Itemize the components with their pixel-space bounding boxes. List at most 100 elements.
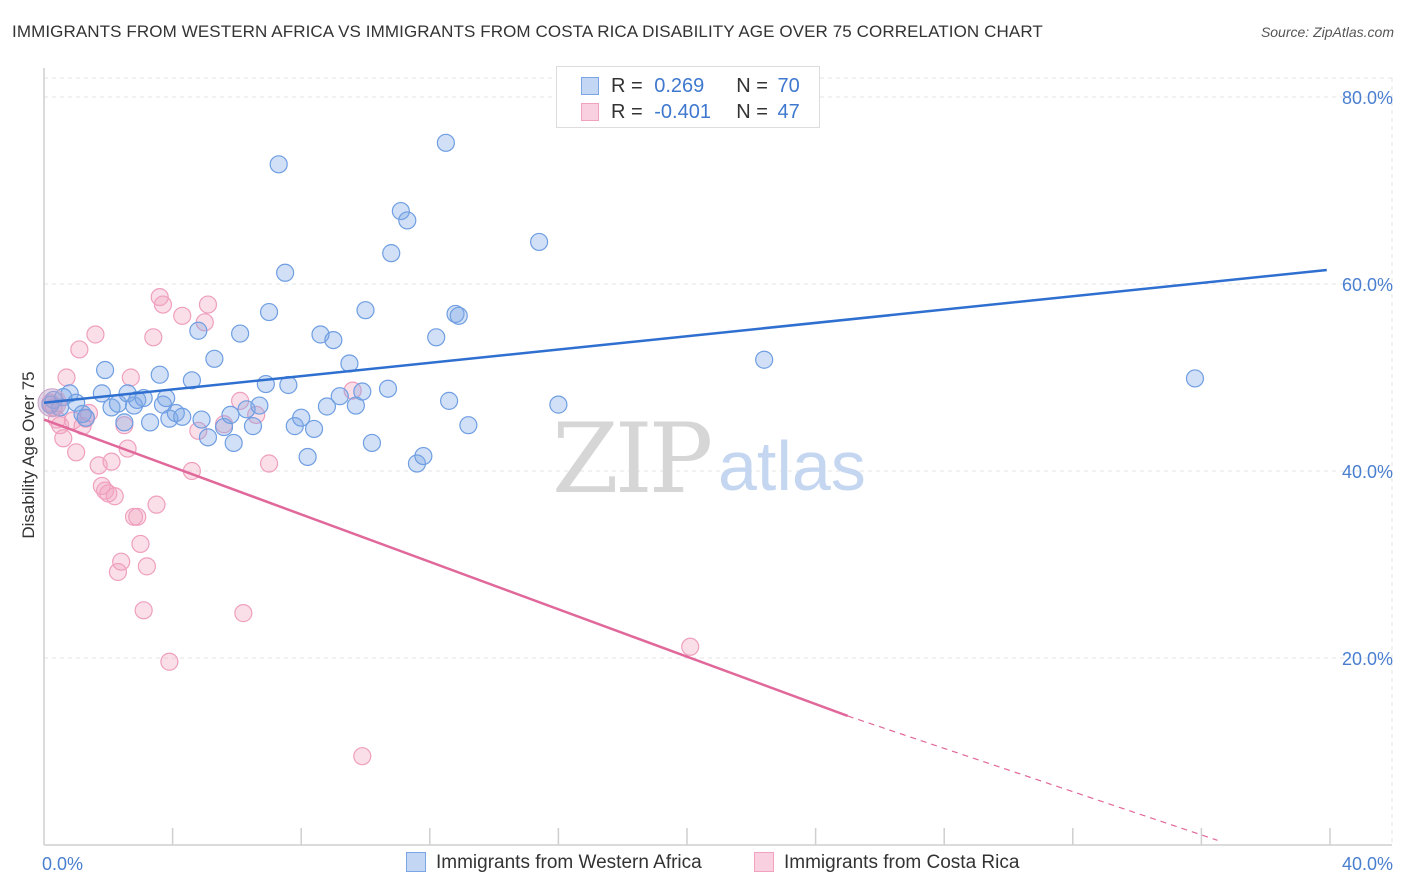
data-point-western-africa [124,396,144,415]
data-point-western-africa [221,405,240,424]
series-western-africa-points [37,133,1205,473]
y-tick-label: 40.0% [1342,462,1393,482]
trend-lines [43,268,1327,841]
data-point-western-africa [182,371,201,390]
data-point-costa-rica [234,604,253,623]
y-tick-label: 60.0% [1342,275,1393,295]
legend-n-label: N = [736,75,768,97]
data-point-costa-rica [134,601,153,620]
data-point-western-africa [330,387,349,406]
data-point-western-africa [231,324,250,343]
legend-row-western-africa: R = 0.269 N = 70 [581,75,800,99]
legend-n-value: 70 [777,75,800,97]
data-point-western-africa [449,306,468,325]
data-point-costa-rica [147,495,166,514]
data-point-western-africa [243,417,263,436]
data-point-western-africa [414,446,433,466]
data-point-western-africa [398,211,417,230]
data-point-costa-rica [173,306,192,325]
data-point-western-africa [530,232,549,252]
data-point-costa-rica [189,421,208,440]
watermark-atlas: atlas [718,427,866,505]
data-point-western-africa [205,349,224,368]
data-point-western-africa [446,304,465,324]
legend-row-costa-rica: R = -0.401 N = 47 [581,101,800,125]
data-point-western-africa [356,301,375,320]
data-point-western-africa [439,391,459,410]
data-point-costa-rica [102,452,121,471]
data-point-costa-rica [198,295,218,314]
data-point-costa-rica [108,562,128,582]
trend-line-western-africa [43,268,1327,404]
data-point-western-africa [298,447,317,467]
series-legend: Immigrants from Western Africa Immigrant… [0,852,1406,878]
y-axis-label: Disability Age Over 75 [19,371,38,538]
data-point-western-africa [95,360,115,380]
data-point-western-africa [1185,369,1205,388]
data-point-costa-rica [259,454,279,473]
data-point-western-africa [407,454,427,473]
series-legend-item-western-africa: Immigrants from Western Africa [406,852,702,874]
data-point-western-africa [192,410,211,429]
data-point-costa-rica [86,325,105,344]
legend-r-value: -0.401 [654,101,711,123]
trend-line-costa-rica-extension [847,715,1218,841]
data-point-western-africa [382,244,401,263]
data-point-costa-rica [57,368,76,387]
data-point-costa-rica [160,652,179,671]
data-point-western-africa [459,416,478,435]
data-point-western-africa [140,413,160,432]
data-point-costa-rica [153,295,173,314]
y-tick-label: 20.0% [1342,649,1393,669]
data-point-costa-rica [67,443,86,462]
y-tick-labels: 20.0% 40.0% 60.0% 80.0% [1342,88,1393,669]
data-point-western-africa [173,407,192,426]
series-costa-rica-points [41,287,700,766]
legend-r-label: R = [611,101,643,123]
chart-title: IMMIGRANTS FROM WESTERN AFRICA VS IMMIGR… [12,22,1043,41]
data-point-costa-rica [105,487,124,506]
data-point-costa-rica [70,340,89,359]
data-point-western-africa [150,365,169,384]
data-point-western-africa [250,396,269,415]
data-point-western-africa [276,263,295,282]
series-legend-swatch-blue [406,852,426,872]
data-point-western-africa [436,133,455,152]
data-point-costa-rica [137,557,156,576]
x-tick-label: 40.0% [1342,854,1393,874]
data-point-western-africa [427,328,446,347]
x-tick-label: 0.0% [42,854,83,874]
data-point-costa-rica [353,747,372,766]
data-point-western-africa [269,155,288,174]
data-point-western-africa [189,321,208,340]
watermark-zip: ZIP [552,403,711,515]
axes [43,68,1392,846]
series-legend-swatch-pink [754,852,774,872]
legend-r-label: R = [611,75,643,97]
series-legend-item-costa-rica: Immigrants from Costa Rica [754,852,1019,874]
data-point-western-africa [362,433,382,453]
legend-n-value: 47 [777,101,800,123]
data-point-costa-rica [681,637,700,656]
series-legend-label: Immigrants from Western Africa [436,852,702,873]
data-point-costa-rica [131,534,150,554]
data-point-costa-rica [128,507,147,526]
data-point-costa-rica [144,328,163,347]
series-legend-label: Immigrants from Costa Rica [784,852,1020,873]
data-point-western-africa [259,302,279,322]
data-point-costa-rica [95,481,115,500]
data-point-western-africa [755,350,774,369]
data-point-western-africa [324,331,343,350]
data-point-western-africa [353,382,372,401]
data-point-western-africa [304,419,324,439]
data-point-western-africa [198,428,218,447]
data-point-western-africa [76,408,95,427]
watermark: ZIP atlas [552,403,866,515]
legend-n-label: N = [736,101,768,123]
chart-source: Source: ZipAtlas.com [1260,24,1394,40]
x-tick-labels: 0.0% 40.0% [42,854,1393,874]
data-point-western-africa [549,395,568,414]
data-point-western-africa [224,433,243,453]
data-point-western-africa [391,201,410,221]
trend-line-costa-rica [43,418,849,718]
